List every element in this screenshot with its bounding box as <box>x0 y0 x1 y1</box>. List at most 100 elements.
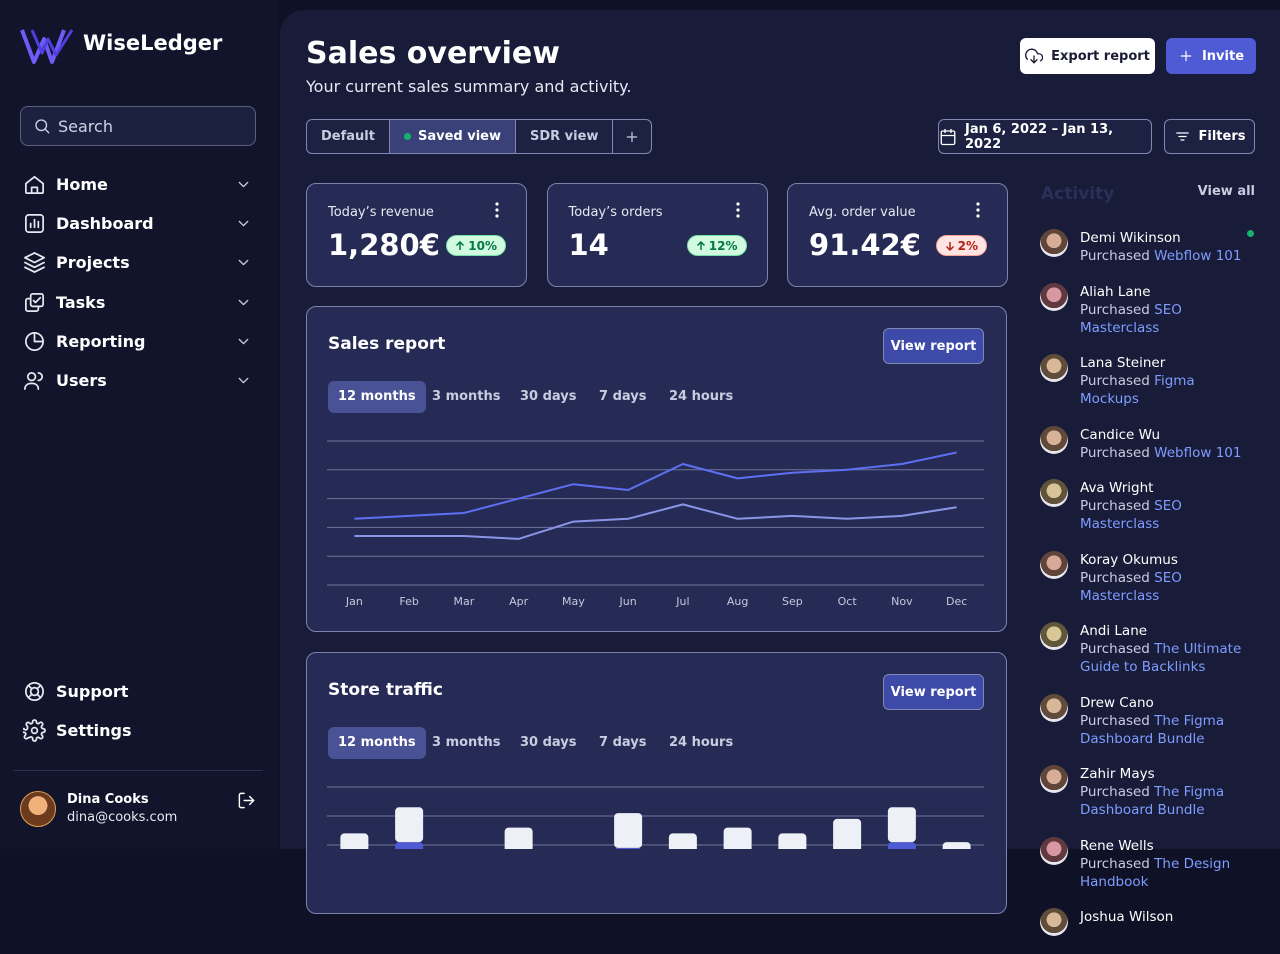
chevron <box>235 254 252 271</box>
activity-product[interactable]: SEO Masterclass <box>1080 498 1182 532</box>
nav-item[interactable]: Dashboard <box>20 211 260 237</box>
activity-action: Purchased <box>1080 712 1150 729</box>
activity-product[interactable]: Webflow 101 <box>1154 248 1242 264</box>
range-tab[interactable]: 12 months <box>328 381 426 413</box>
logout-button[interactable] <box>237 791 256 810</box>
activity-product[interactable]: The Ultimate Guide to Backlinks <box>1080 641 1242 675</box>
range-tab[interactable]: 24 hours <box>669 389 734 404</box>
icon-glyph <box>24 371 44 390</box>
activity-text: Koray Okumus Purchased SEO Masterclass <box>1080 551 1256 605</box>
more-menu[interactable] <box>489 201 505 219</box>
range-tab[interactable]: 3 months <box>432 735 501 750</box>
view-tab[interactable]: Saved view <box>389 120 516 153</box>
chart-title: Store traffic <box>328 680 443 700</box>
icon-glyph <box>238 338 249 345</box>
activity-detail: Purchased SEO Masterclass <box>1080 301 1256 337</box>
range-tab[interactable]: 12 months <box>328 727 426 759</box>
nav-icon <box>23 291 46 314</box>
activity-product[interactable]: The Figma Dashboard Bundle <box>1080 784 1225 818</box>
search-icon <box>33 117 51 135</box>
range-tab[interactable]: 3 months <box>432 389 501 404</box>
nav-label: Projects <box>56 253 130 273</box>
activity-detail: Purchased The Figma Dashboard Bundle <box>1080 783 1256 819</box>
activity-name: Demi Wikinson <box>1080 230 1181 246</box>
activity-list: Demi Wikinson Purchased Webflow 101 Aliah … <box>1040 229 1256 954</box>
view-tabs: Default Saved view SDR view <box>306 119 653 154</box>
footer-nav-item[interactable]: Support <box>20 679 260 705</box>
range-tab[interactable]: 30 days <box>520 389 577 404</box>
range-tab[interactable]: 24 hours <box>669 735 734 750</box>
icon-glyph <box>25 682 44 701</box>
stat-card: Today’s orders 14 12% <box>546 183 768 287</box>
footer-nav-icon <box>23 680 46 703</box>
icon-glyph <box>940 128 956 145</box>
activity-product[interactable]: Figma Mockups <box>1080 373 1195 407</box>
nav-item[interactable]: Reporting <box>20 329 260 355</box>
page: WiseLedger html, body { margin: 0; paddi… <box>13 10 1280 936</box>
icon-glyph <box>238 220 249 227</box>
add-view-button[interactable] <box>613 120 651 153</box>
icon-glyph <box>24 252 45 274</box>
logo-mark <box>20 27 80 65</box>
activity-product[interactable]: Webflow 101 <box>1154 444 1242 461</box>
activity-action: Purchased <box>1080 641 1150 657</box>
search-box[interactable]: Search <box>20 106 256 146</box>
more-menu[interactable] <box>970 201 986 219</box>
view-report-button[interactable]: View report <box>883 674 984 710</box>
activity-avatar <box>1040 765 1068 793</box>
divider <box>13 770 263 771</box>
filters-button[interactable]: Filters <box>1164 119 1255 154</box>
activity-product[interactable]: SEO Masterclass <box>1080 301 1182 336</box>
view-report-button[interactable]: View report <box>883 328 984 364</box>
date-range-label: Jan 6, 2022 – Jan 13, 2022 <box>965 121 1114 152</box>
icon-glyph <box>21 719 46 742</box>
export-button[interactable]: Export report <box>1020 38 1155 74</box>
activity-item: Koray Okumus Purchased SEO Masterclass <box>1040 550 1256 605</box>
stat-label: Today’s orders <box>568 205 663 220</box>
activity-avatar <box>1040 908 1068 936</box>
change-badge: 10% <box>446 235 506 256</box>
view-all-link[interactable]: View all <box>1197 184 1255 199</box>
activity-item: Demi Wikinson Purchased Webflow 101 <box>1040 229 1256 265</box>
stat-label: Avg. order value <box>809 205 916 220</box>
icon-glyph <box>627 131 638 142</box>
filters-label: Filters <box>1198 129 1246 144</box>
activity-action: Purchased <box>1080 569 1150 586</box>
activity-detail: Purchased SEO Masterclass <box>1080 497 1256 533</box>
more-menu[interactable] <box>730 201 746 219</box>
view-tab-label: Saved view <box>417 129 501 144</box>
view-tab[interactable]: SDR view <box>516 120 614 153</box>
footer-nav-item[interactable]: Settings <box>20 718 260 744</box>
more-glyph <box>495 202 499 218</box>
nav-icon <box>23 173 46 196</box>
activity-item: Aliah Lane Purchased SEO Masterclass <box>1040 282 1256 337</box>
activity-detail: Purchased The Design Handbook <box>1080 855 1256 891</box>
stat-label: Today’s revenue <box>328 205 434 220</box>
activity-action: Purchased <box>1080 855 1150 872</box>
icon-glyph <box>35 119 50 134</box>
nav-icon <box>23 212 46 235</box>
change-badge: 12% <box>686 235 747 256</box>
nav-item[interactable]: Users <box>20 368 260 394</box>
activity-product[interactable]: The Figma Dashboard Bundle <box>1080 712 1225 747</box>
invite-button[interactable]: Invite <box>1166 38 1256 74</box>
date-range-button[interactable]: Jan 6, 2022 – Jan 13, 2022 <box>938 119 1152 154</box>
activity-detail: Purchased The Ultimate Guide to Backlink… <box>1080 640 1256 676</box>
activity-product[interactable]: SEO Masterclass <box>1080 569 1182 604</box>
nav-label: Tasks <box>56 292 106 312</box>
activity-detail: Purchased Webflow 101 <box>1080 247 1256 265</box>
footer-nav-icon <box>21 719 46 742</box>
arrow-glyph <box>696 240 705 250</box>
change-value: 12% <box>708 238 738 253</box>
range-tab[interactable]: 7 days <box>599 389 647 404</box>
activity-name: Zahir Mays <box>1080 766 1155 782</box>
nav-item[interactable]: Projects <box>20 250 260 276</box>
nav-item[interactable]: Home <box>20 172 260 198</box>
user-name: Dina Cooks <box>67 792 149 807</box>
view-tab[interactable]: Default <box>307 120 390 153</box>
nav-item[interactable]: Tasks <box>20 290 260 316</box>
activity-action: Purchased <box>1080 784 1150 800</box>
chevron <box>235 333 252 350</box>
range-tab[interactable]: 30 days <box>520 735 577 750</box>
range-tab[interactable]: 7 days <box>599 735 647 750</box>
